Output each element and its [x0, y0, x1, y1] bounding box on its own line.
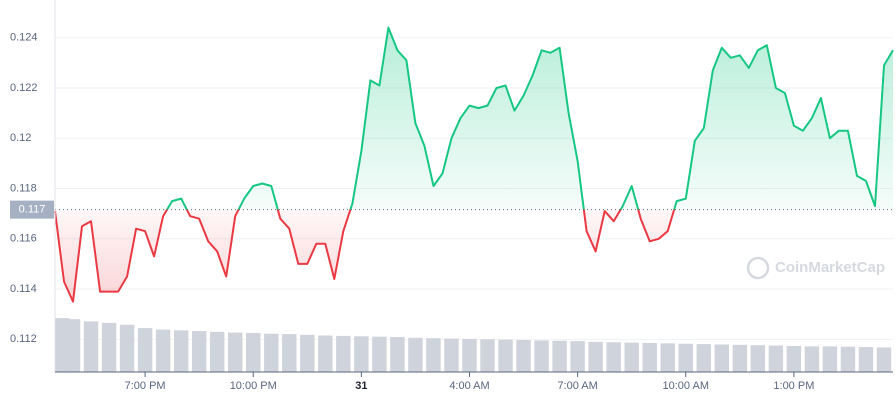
volume-bar	[480, 339, 495, 372]
volume-bar	[246, 332, 261, 372]
y-tick-label: 0.112	[10, 333, 37, 345]
price-line	[54, 26, 894, 303]
y-tick-label: 0.12	[10, 132, 31, 144]
volume-bar	[714, 344, 730, 372]
baseline-label-box	[10, 200, 54, 219]
volume-bar	[516, 340, 531, 372]
volume-bar	[444, 338, 459, 372]
volume-bar	[876, 347, 892, 372]
volume-bar	[786, 345, 802, 372]
volume-bar	[678, 343, 693, 372]
volume-bar	[624, 342, 639, 372]
x-tick-label: 7:00 PM	[125, 380, 166, 392]
baseline-label: 0.117	[19, 204, 46, 216]
volume-bar	[534, 340, 549, 372]
volume-bar	[768, 345, 784, 372]
x-tick-label: 1:00 PM	[773, 380, 814, 392]
x-tick-label: 31	[355, 380, 367, 392]
x-tick-label: 10:00 AM	[663, 380, 709, 392]
volume-bar	[354, 336, 369, 372]
volume-bar	[822, 346, 838, 372]
volume-bar	[732, 344, 748, 372]
x-tick-label: 10:00 PM	[230, 380, 277, 392]
volume-bar	[426, 338, 441, 372]
volume-bar	[570, 341, 585, 372]
volume-bar	[101, 322, 117, 372]
y-tick-label: 0.116	[10, 233, 37, 245]
y-tick-label: 0.122	[10, 82, 38, 94]
volume-bar	[300, 334, 315, 372]
volume-bar	[119, 324, 135, 372]
volume-bar	[83, 321, 99, 372]
volume-bar	[840, 346, 856, 372]
volume-bar	[696, 344, 711, 372]
watermark: CoinMarketCap	[746, 256, 885, 280]
volume-bar	[498, 339, 513, 372]
y-tick-label: 0.118	[10, 182, 37, 194]
volume-bar	[65, 319, 81, 372]
volume-bar	[750, 345, 766, 372]
volume-bar	[209, 331, 225, 372]
volume-bar	[462, 338, 477, 372]
volume-bar	[408, 337, 423, 372]
volume-bar	[390, 337, 405, 372]
volume-bar	[228, 332, 243, 372]
volume-bar	[858, 347, 874, 372]
price-area	[55, 27, 893, 302]
watermark-logo	[746, 256, 770, 280]
volume-bar	[191, 331, 207, 372]
volume-bar	[372, 336, 387, 372]
x-tick-label: 4:00 AM	[449, 380, 489, 392]
watermark-text: CoinMarketCap	[775, 259, 885, 276]
volume-bar	[155, 329, 171, 372]
volume-bar	[282, 334, 297, 372]
volume-bar	[660, 343, 675, 372]
x-tick-label: 7:00 AM	[557, 380, 597, 392]
volume-bar	[642, 342, 657, 372]
volume-bar	[264, 333, 279, 372]
y-tick-label: 0.114	[10, 283, 37, 295]
volume-bar	[318, 335, 333, 372]
volume-bar	[336, 335, 351, 372]
volume-bar	[173, 330, 189, 372]
y-tick-label: 0.124	[10, 32, 38, 44]
volume-bar	[606, 342, 621, 372]
volume-bar	[804, 346, 820, 372]
volume-bar	[137, 328, 153, 372]
volume-bar	[588, 341, 603, 372]
volume-bar	[552, 340, 567, 372]
